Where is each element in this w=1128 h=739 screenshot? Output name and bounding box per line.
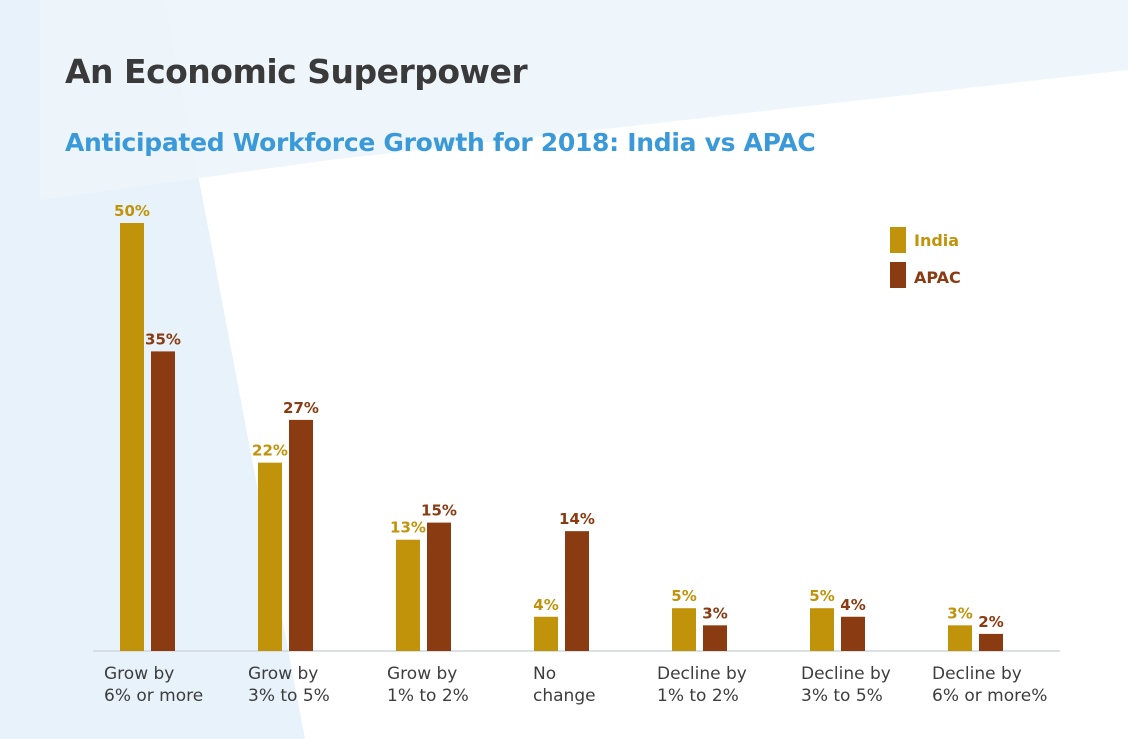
bar-india-3 xyxy=(534,616,558,651)
legend: India APAC xyxy=(890,227,961,288)
category-label-line: 6% or more xyxy=(104,686,203,706)
value-label-india-3: 4% xyxy=(533,596,558,614)
legend-label-india: India xyxy=(914,231,959,250)
value-label-apac-6: 2% xyxy=(978,613,1003,631)
chart-title: Anticipated Workforce Growth for 2018: I… xyxy=(65,128,816,157)
value-label-apac-1: 27% xyxy=(283,399,319,417)
background-shape-top xyxy=(40,0,1128,200)
bar-india-4 xyxy=(672,608,696,651)
category-label-line: Grow by xyxy=(104,664,174,684)
category-label-line: 3% to 5% xyxy=(801,686,883,706)
category-label-line: Decline by xyxy=(932,664,1022,684)
category-label-line: No xyxy=(533,664,556,684)
bar-india-2 xyxy=(396,539,420,651)
value-label-india-6: 3% xyxy=(947,604,972,622)
category-label-line: 3% to 5% xyxy=(248,686,330,706)
bar-apac-6 xyxy=(979,633,1003,651)
category-label-line: 1% to 2% xyxy=(657,686,739,706)
category-label-5: Decline by 3% to 5% xyxy=(801,664,891,706)
category-label-line: Decline by xyxy=(801,664,891,684)
value-label-apac-2: 15% xyxy=(421,502,457,520)
category-label-line: change xyxy=(533,686,596,706)
category-label-line: 1% to 2% xyxy=(387,686,469,706)
value-label-india-0: 50% xyxy=(114,202,150,220)
bars-group xyxy=(120,223,1003,651)
category-label-line: Grow by xyxy=(387,664,457,684)
bar-apac-5 xyxy=(841,616,865,651)
value-label-apac-4: 3% xyxy=(702,604,727,622)
bar-apac-1 xyxy=(289,419,313,651)
category-label-4: Decline by 1% to 2% xyxy=(657,664,747,706)
category-label-3: No change xyxy=(533,664,596,706)
bar-india-0 xyxy=(120,223,144,651)
category-label-2: Grow by 1% to 2% xyxy=(387,664,469,706)
value-label-apac-5: 4% xyxy=(840,596,865,614)
value-label-india-4: 5% xyxy=(671,587,696,605)
legend-label-apac: APAC xyxy=(914,268,961,287)
value-label-india-2: 13% xyxy=(390,519,426,537)
value-label-india-1: 22% xyxy=(252,442,288,460)
legend-swatch-apac xyxy=(890,262,906,288)
category-label-line: Decline by xyxy=(657,664,747,684)
value-label-apac-3: 14% xyxy=(559,510,595,528)
bar-india-5 xyxy=(810,608,834,651)
value-label-apac-0: 35% xyxy=(145,330,181,348)
category-label-1: Grow by 3% to 5% xyxy=(248,664,330,706)
page-title: An Economic Superpower xyxy=(65,52,528,91)
category-label-6: Decline by 6% or more% xyxy=(932,664,1047,706)
bar-apac-4 xyxy=(703,625,727,651)
bar-india-6 xyxy=(948,625,972,651)
category-label-line: 6% or more% xyxy=(932,686,1047,706)
bar-apac-2 xyxy=(427,522,451,651)
value-labels-group: 50% 35% 22% 27% 13%15% 4% 14% 5% 3% 5% 4% 3% 2% xyxy=(114,202,1004,631)
legend-swatch-india xyxy=(890,227,906,253)
bar-india-1 xyxy=(258,462,282,651)
bar-apac-3 xyxy=(565,531,589,651)
bar-apac-0 xyxy=(151,351,175,651)
value-label-india-5: 5% xyxy=(809,587,834,605)
category-label-0: Grow by 6% or more xyxy=(104,664,203,706)
category-label-line: Grow by xyxy=(248,664,318,684)
